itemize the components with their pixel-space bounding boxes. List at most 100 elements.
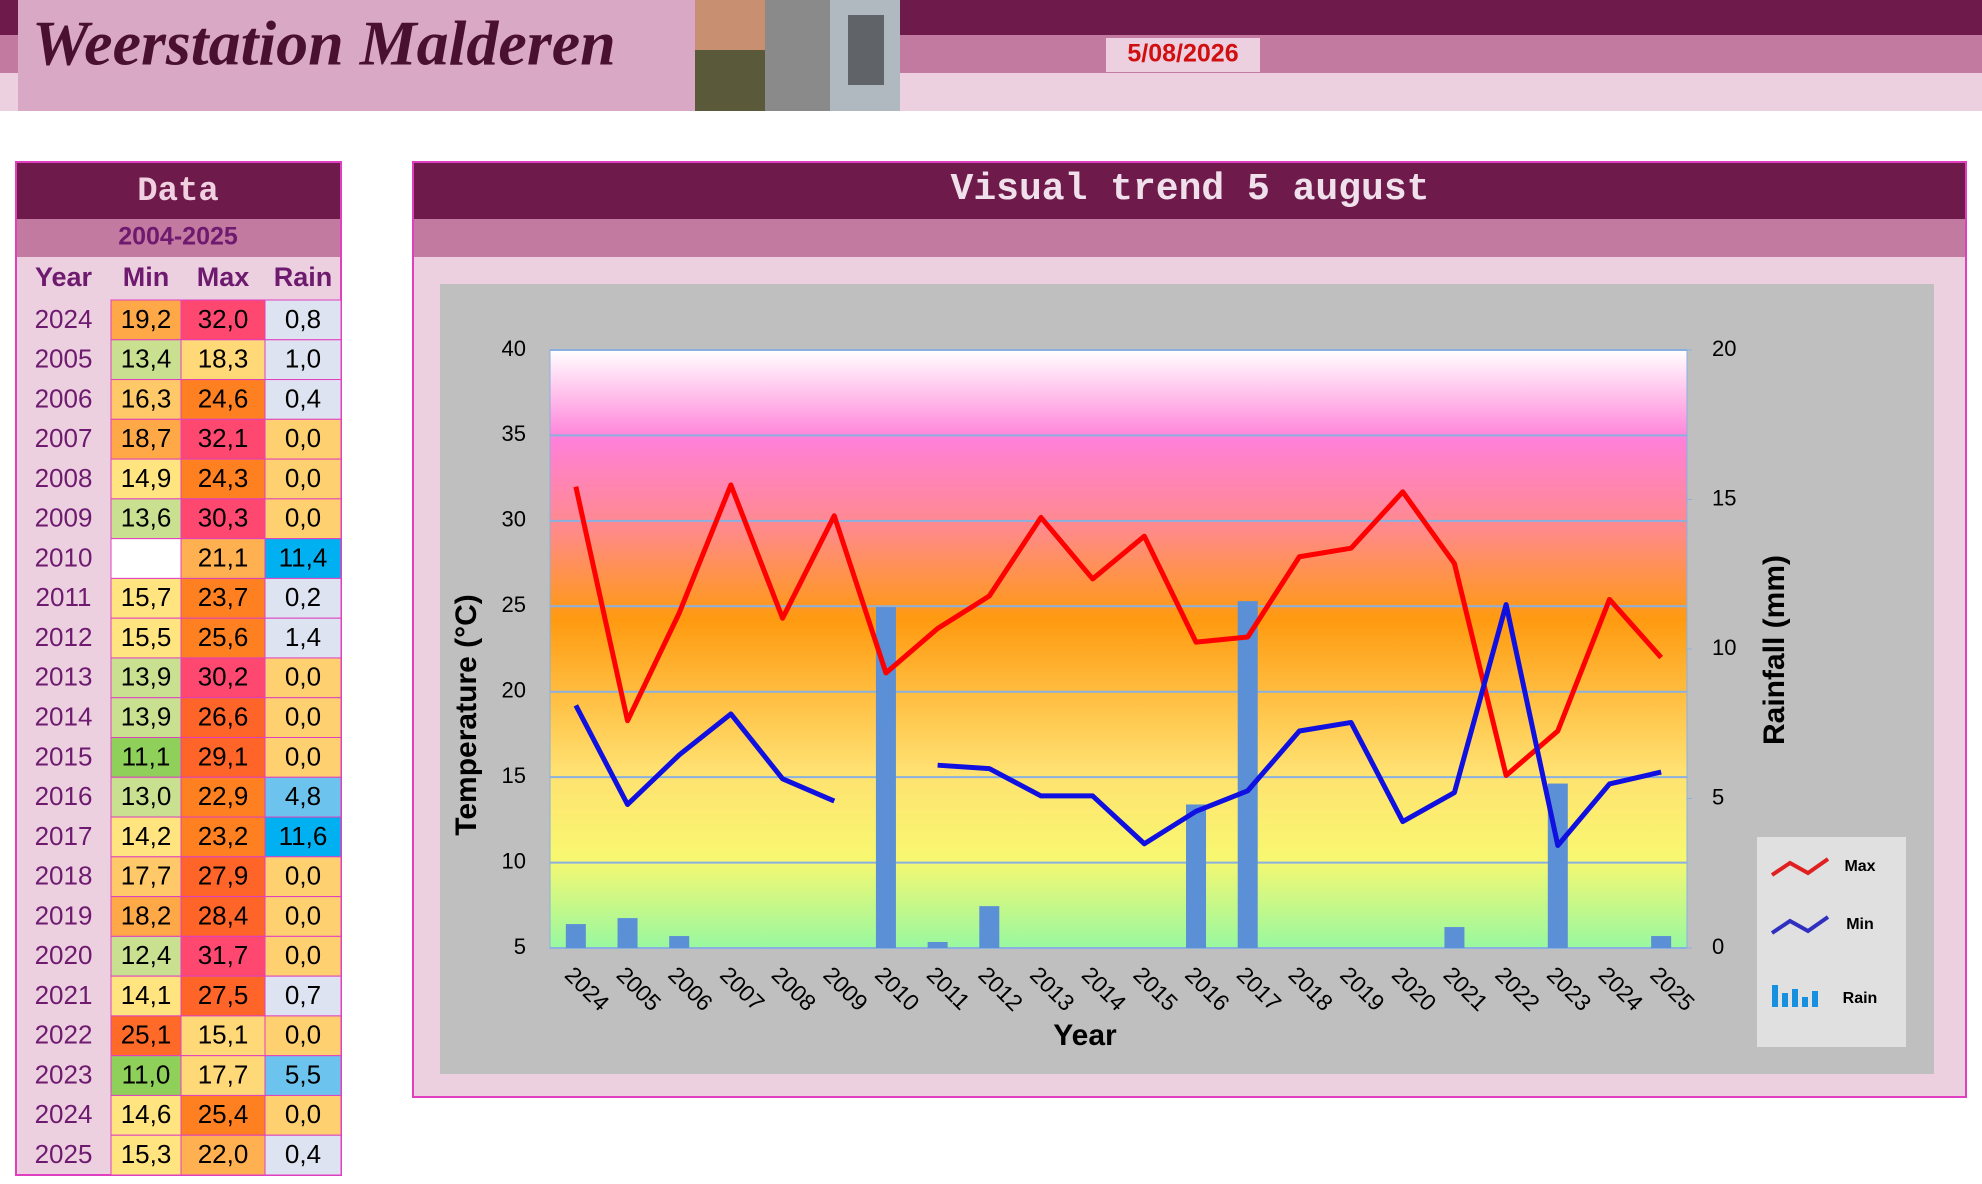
year-cell: 2011 — [36, 582, 92, 612]
rain-bar — [565, 924, 586, 948]
value-cell: 15,5 — [121, 622, 172, 652]
value-cell: 0,0 — [285, 503, 321, 533]
year-cell: 2025 — [35, 1139, 93, 1169]
y-tick-label: 15 — [502, 763, 526, 788]
y2-tick-label: 15 — [1712, 485, 1736, 510]
value-cell: 0,0 — [285, 1020, 321, 1050]
y-tick-label: 20 — [502, 678, 526, 703]
value-cell: 0,7 — [285, 980, 321, 1010]
cell-bg — [110, 975, 182, 1017]
value-cell: 31,7 — [198, 940, 249, 970]
cell-bg — [264, 538, 342, 579]
value-cell: 14,6 — [121, 1099, 172, 1129]
cell-bg — [110, 538, 182, 579]
cell-bg — [264, 498, 342, 540]
cell-bg — [110, 379, 182, 420]
cell-bg — [180, 498, 266, 540]
value-cell: 13,9 — [121, 662, 172, 692]
cell-bg — [264, 816, 342, 858]
rain-bar — [1444, 927, 1465, 948]
rain-bar — [1237, 601, 1258, 948]
value-cell: 30,3 — [198, 503, 249, 533]
cell-bg — [180, 1094, 266, 1136]
value-cell: 0,0 — [285, 741, 321, 771]
value-cell: 22,0 — [198, 1139, 249, 1169]
cell-bg — [110, 1134, 182, 1176]
column-header: Min — [123, 262, 170, 292]
value-cell: 23,7 — [198, 582, 249, 612]
rain-bar — [1651, 936, 1672, 948]
value-cell: 0,4 — [285, 383, 321, 413]
y2-tick-label: 10 — [1712, 635, 1736, 660]
value-cell: 11,6 — [279, 821, 328, 851]
chart-title-bar — [414, 163, 1965, 219]
value-cell: 0,0 — [285, 940, 321, 970]
table-title: Data — [137, 173, 219, 211]
legend-swatch — [1770, 857, 1830, 877]
series-line — [573, 602, 1662, 848]
y2-tick-label: 20 — [1712, 336, 1736, 361]
cell-bg — [264, 577, 342, 619]
value-cell: 18,2 — [121, 900, 172, 930]
y-tick-label: 10 — [502, 848, 526, 873]
date-box — [1106, 38, 1260, 72]
value-cell: 14,1 — [121, 980, 172, 1010]
value-cell: 11,0 — [122, 1059, 171, 1089]
year-cell: 2005 — [35, 344, 93, 374]
value-cell: 0,0 — [285, 900, 321, 930]
value-cell: 5,5 — [285, 1059, 321, 1089]
rain-bar — [669, 936, 690, 948]
cell-bg — [264, 458, 342, 500]
value-cell: 0,0 — [285, 463, 321, 493]
y2-axis-title: Rainfall (mm) — [1758, 555, 1791, 745]
cell-bg — [264, 657, 342, 699]
cell-bg — [180, 577, 266, 619]
column-header: Max — [197, 262, 250, 292]
rain-bar — [875, 607, 896, 948]
cell-bg — [264, 418, 342, 460]
cell-bg — [264, 697, 342, 739]
year-cell: 2019 — [35, 900, 93, 930]
value-cell: 26,6 — [198, 701, 249, 731]
year-cell: 2014 — [35, 701, 93, 731]
legend-swatch — [1770, 915, 1830, 935]
year-cell: 2008 — [35, 463, 93, 493]
legend-label: Rain — [1843, 990, 1878, 1007]
x-axis-title: Year — [1053, 1019, 1117, 1052]
cell-bg — [180, 379, 266, 420]
column-header: Year — [35, 262, 93, 292]
cell-bg — [110, 577, 182, 619]
value-cell: 28,4 — [198, 900, 249, 930]
cell-bg — [264, 1134, 342, 1176]
table-title-bar — [17, 163, 340, 219]
chart-title: Visual trend 5 august — [951, 168, 1430, 211]
rain-bar — [927, 942, 948, 948]
value-cell: 4,8 — [285, 781, 321, 811]
year-cell: 2015 — [35, 741, 93, 771]
cell-bg — [110, 339, 182, 381]
cell-bg — [264, 896, 342, 937]
value-cell: 14,2 — [121, 821, 172, 851]
photo — [695, 0, 900, 111]
legend-swatch — [1792, 989, 1798, 1007]
value-cell: 13,6 — [121, 503, 172, 533]
value-cell: 32,1 — [198, 423, 249, 453]
value-cell: 0,2 — [285, 582, 321, 612]
value-cell: 15,3 — [121, 1139, 172, 1169]
value-cell: 29,1 — [198, 741, 249, 771]
value-cell: 0,0 — [285, 701, 321, 731]
rain-bar — [979, 906, 1000, 948]
value-cell: 14,9 — [121, 463, 172, 493]
legend-swatch — [1782, 993, 1788, 1007]
value-cell: 0,0 — [285, 1099, 321, 1129]
cell-bg — [180, 935, 266, 977]
value-cell: 1,0 — [285, 344, 321, 374]
year-cell: 2017 — [35, 821, 93, 851]
value-cell: 15,7 — [121, 582, 172, 612]
y-tick-label: 40 — [502, 336, 526, 361]
value-cell: 22,9 — [198, 781, 249, 811]
cell-bg — [180, 418, 266, 460]
cell-bg — [180, 1015, 266, 1057]
value-cell: 25,1 — [121, 1020, 172, 1050]
